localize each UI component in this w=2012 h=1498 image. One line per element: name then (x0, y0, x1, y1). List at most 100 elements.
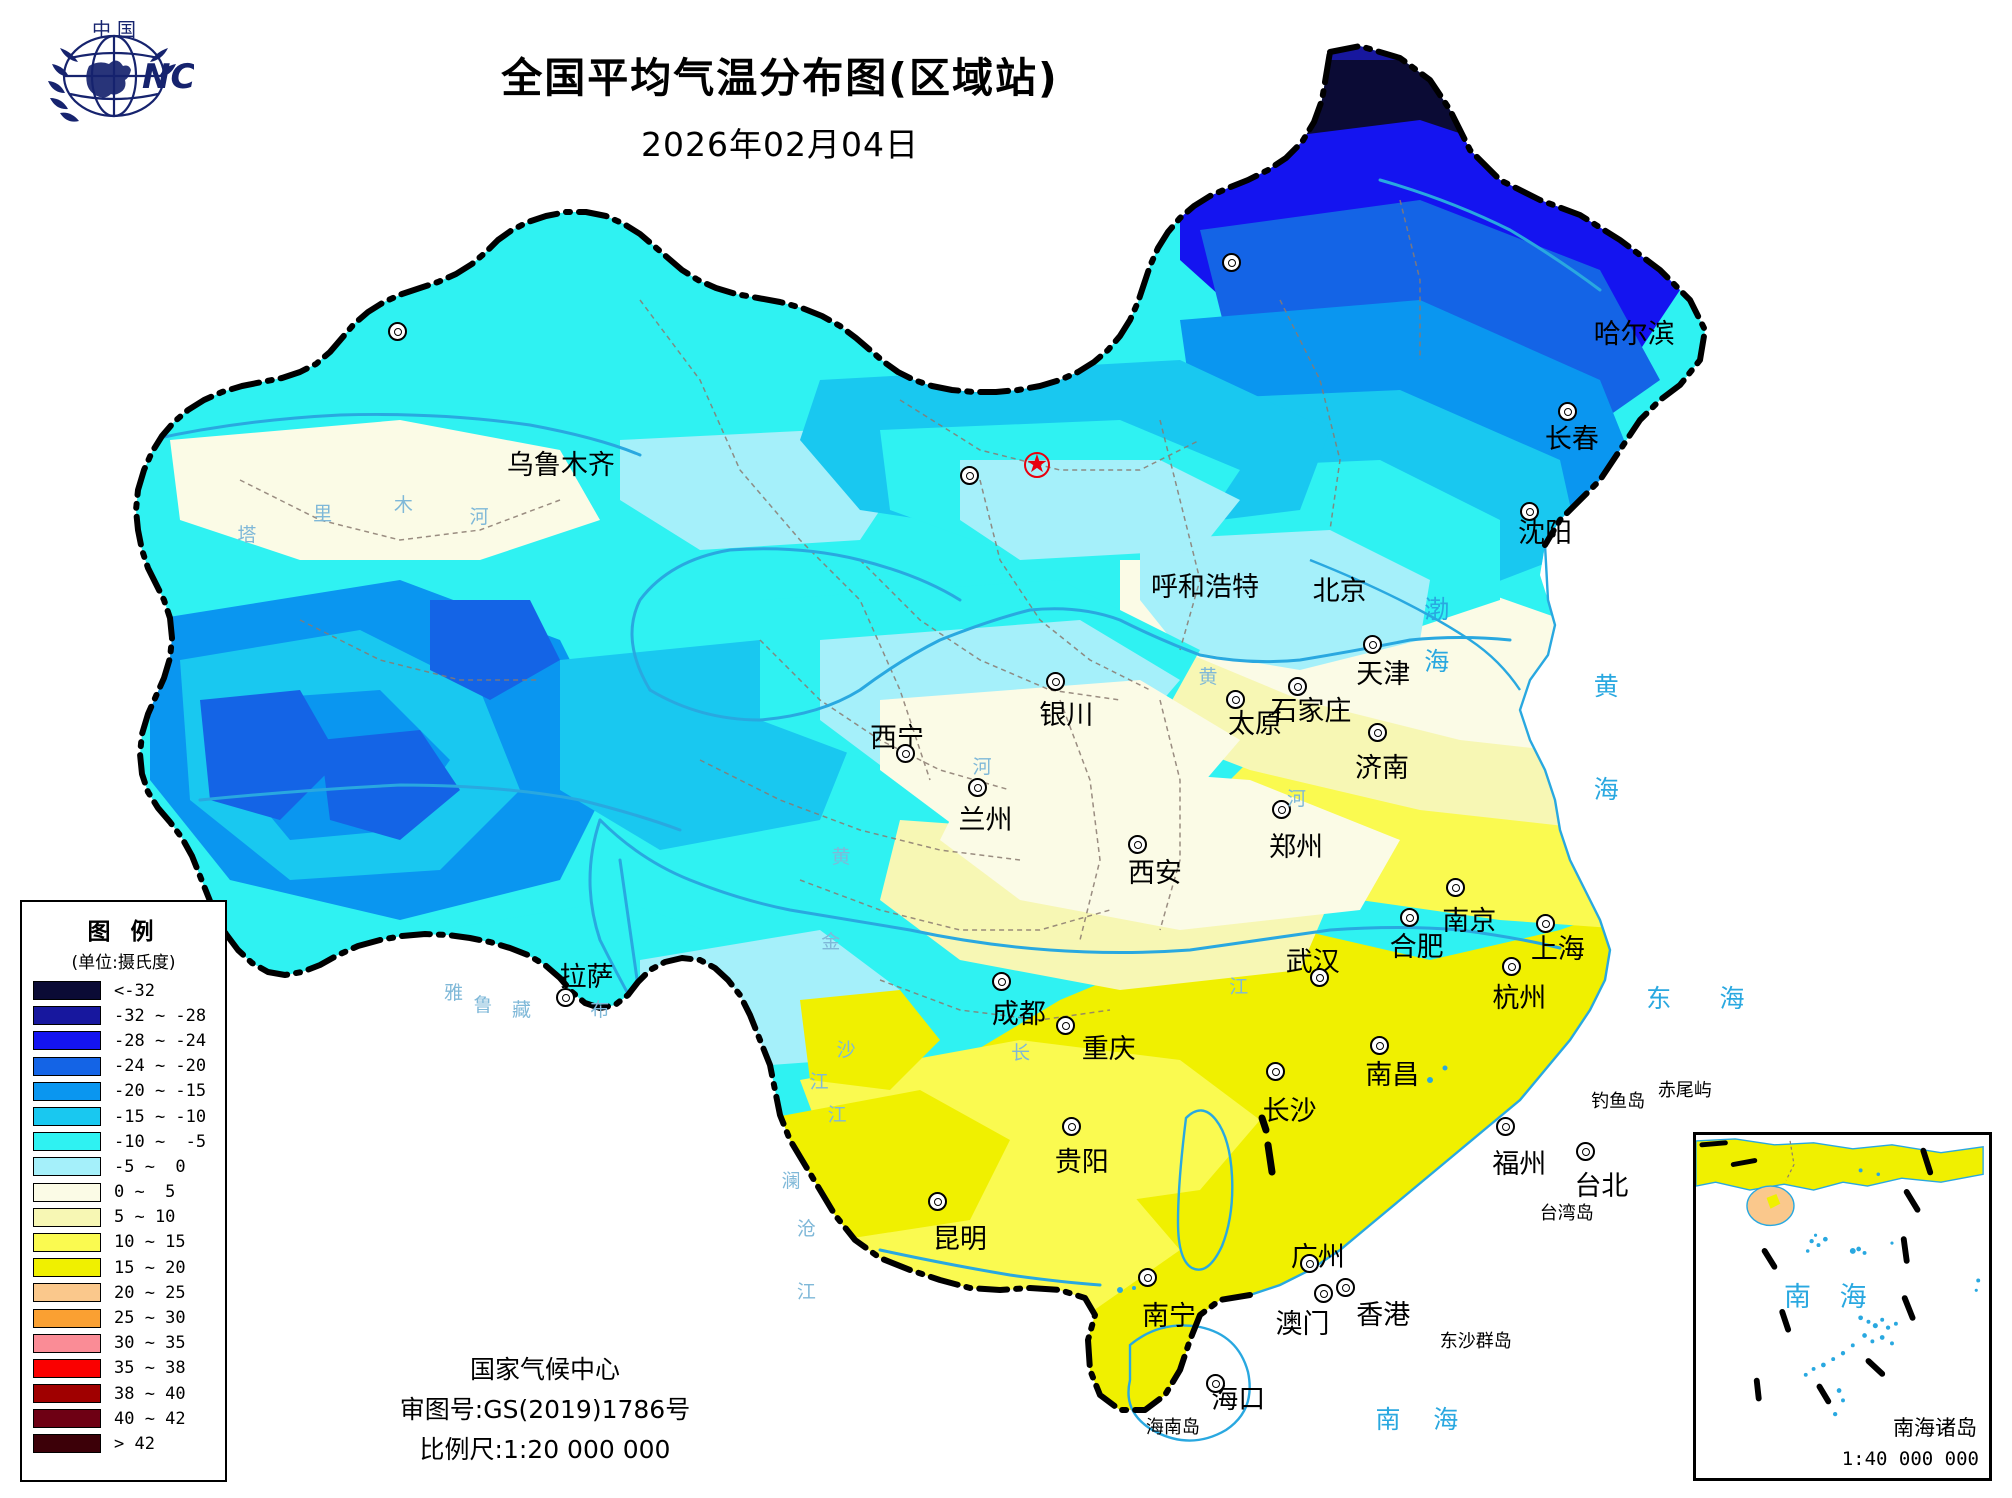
city-label: 哈尔滨 (1593, 318, 1675, 350)
legend-swatch (33, 1384, 101, 1404)
capital-star-marker: ★ (1024, 449, 1050, 478)
city-label: 兰州 (958, 805, 1013, 837)
city-label: 合肥 (1389, 932, 1444, 964)
legend-label: 35 ~ 38 (114, 1358, 186, 1379)
credit-block: 国家气候中心 审图号:GS(2019)1786号 比例尺:1:20 000 00… (330, 1350, 760, 1470)
city-label: 南昌 (1365, 1059, 1420, 1091)
city-marker (1314, 1284, 1333, 1303)
city-marker (1266, 1062, 1285, 1081)
legend-row: 38 ~ 40 (33, 1381, 225, 1406)
credit-scale: 比例尺:1:20 000 000 (419, 1435, 671, 1464)
legend-label: -24 ~ -20 (114, 1056, 207, 1077)
legend-swatch (33, 1132, 101, 1152)
legend-title: 图 例 (87, 919, 160, 945)
city-marker (1446, 878, 1465, 897)
city-label: 香港 (1356, 1299, 1411, 1331)
river-label: 长 (1011, 1042, 1031, 1065)
city-marker (1222, 253, 1241, 272)
sea-label: 海 (1593, 775, 1619, 805)
coastline (1127, 544, 1612, 1442)
city-marker (1558, 402, 1577, 421)
river-label: 澜 (781, 1169, 801, 1192)
legend-label: -10 ~ -5 (114, 1131, 207, 1152)
city-marker (1400, 908, 1419, 927)
legend-label: > 42 (114, 1433, 155, 1454)
legend-swatch (33, 1207, 101, 1227)
city-marker (1310, 968, 1329, 987)
legend-rows: <-32 -32 ~ -28 -28 ~ -24 -24 ~ -20 -20 ~ -15… (22, 978, 225, 1457)
legend-row: -20 ~ -15 (33, 1079, 225, 1104)
legend-row: -5 ~ 0 (33, 1154, 225, 1179)
city-marker (1502, 957, 1521, 976)
city-marker (960, 466, 979, 485)
river-label: 布 (590, 998, 610, 1021)
city-marker (1370, 1036, 1389, 1055)
legend-label: 30 ~ 35 (114, 1333, 186, 1354)
city-marker (928, 1192, 947, 1211)
city-label: 沈阳 (1517, 517, 1572, 549)
city-marker (968, 778, 987, 797)
city-label: 天津 (1356, 659, 1411, 691)
legend-swatch (33, 1157, 101, 1177)
city-marker (1046, 672, 1065, 691)
legend-label: 40 ~ 42 (114, 1408, 186, 1429)
legend-row: 40 ~ 42 (33, 1406, 225, 1431)
city-marker (388, 322, 407, 341)
legend-label: 0 ~ 5 (114, 1182, 176, 1203)
province-boundaries (239, 199, 1421, 1021)
city-marker (1138, 1268, 1157, 1287)
city-label: 南宁 (1142, 1300, 1196, 1332)
sea-label: 南 (1375, 1405, 1401, 1435)
legend-swatch (33, 1006, 101, 1026)
river-label: 雅 (443, 982, 463, 1005)
legend-row: > 42 (33, 1431, 225, 1456)
river-label: 江 (796, 1281, 816, 1304)
city-label: 台北 (1574, 1171, 1629, 1203)
river-label: 黄 (1198, 666, 1218, 689)
city-marker (1206, 1374, 1225, 1393)
legend-swatch (33, 1182, 101, 1202)
legend-row: 5 ~ 10 (33, 1205, 225, 1230)
legend-label: 5 ~ 10 (114, 1207, 176, 1228)
river-label: 塔 (237, 523, 257, 546)
river-label: 河 (972, 756, 992, 779)
island-label: 东沙群岛 (1439, 1331, 1512, 1353)
city-label: 澳门 (1275, 1308, 1330, 1340)
legend-row: -10 ~ -5 (33, 1129, 225, 1154)
city-label: 杭州 (1492, 982, 1547, 1014)
inset-title: 南海诸岛 (1893, 1416, 1977, 1440)
legend-swatch (33, 1107, 101, 1127)
legend-swatch (33, 981, 101, 1001)
city-label: 拉萨 (559, 962, 614, 994)
city-marker (896, 744, 915, 763)
city-marker (1062, 1117, 1081, 1136)
legend-row: -32 ~ -28 (33, 1003, 225, 1028)
credit-organization: 国家气候中心 (469, 1355, 620, 1384)
map-date-subtitle: 2026年02月04日 (641, 125, 919, 164)
city-label: 上海 (1530, 933, 1585, 965)
river-label: 鲁 (473, 993, 493, 1016)
legend-row: 10 ~ 15 (33, 1230, 225, 1255)
logo-ncc-text: NCC (142, 57, 194, 97)
river-label: 河 (469, 505, 489, 528)
sea-label: 东 (1646, 984, 1672, 1014)
legend-label: 25 ~ 30 (114, 1308, 186, 1329)
river-label: 藏 (511, 998, 531, 1021)
city-marker (1576, 1142, 1595, 1161)
river-label: 沧 (796, 1218, 816, 1241)
city-label: 太原 (1227, 709, 1282, 741)
sea-label: 黄 (1593, 672, 1619, 702)
islets (1803, 1168, 1981, 1417)
river-label: 沙 (836, 1038, 856, 1061)
legend-swatch (33, 1333, 101, 1353)
river-label: 黄 (831, 846, 851, 869)
city-label: 南京 (1442, 905, 1497, 937)
city-marker (1520, 502, 1539, 521)
legend-swatch (33, 1308, 101, 1328)
city-marker (1272, 800, 1291, 819)
city-marker (1226, 690, 1245, 709)
river-label: 江 (1229, 975, 1249, 998)
legend-row: -24 ~ -20 (33, 1054, 225, 1079)
city-label: 呼和浩特 (1150, 571, 1259, 603)
